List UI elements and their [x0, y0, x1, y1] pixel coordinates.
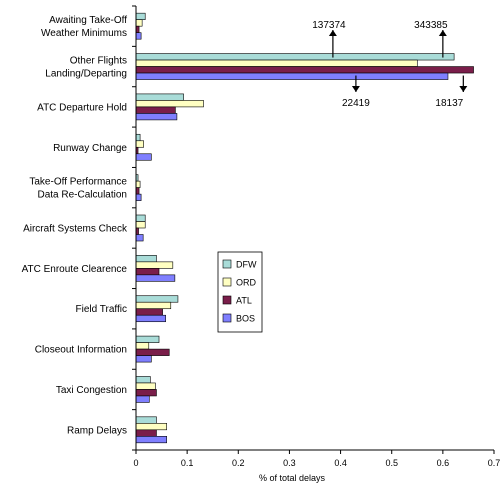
bar-bos-10 [135, 436, 167, 444]
legend-label-bos: BOS [236, 314, 255, 324]
bar-dfw-6 [135, 255, 157, 263]
category-label-5: Aircraft Systems Check [23, 224, 128, 235]
bar-atl-2 [135, 106, 176, 114]
category-label-line: Landing/Departing [45, 69, 127, 80]
category-label-line: Closeout Information [35, 345, 127, 356]
bar-dfw-7 [135, 295, 179, 303]
bar-dfw-9 [135, 376, 151, 384]
annotation-label-1: 343385 [414, 20, 448, 31]
annotations-group: 137374 343385 22419 18137 [312, 20, 468, 109]
bar-ord-6 [135, 261, 174, 269]
x-tick-label-0: 0 [133, 458, 138, 468]
bar-atl-10 [135, 429, 157, 437]
bar-ord-3 [135, 140, 144, 148]
bar-ord-7 [135, 301, 172, 310]
bar-ord-9 [135, 382, 156, 390]
category-label-7: Field Traffic [76, 304, 128, 315]
legend-swatch-dfw [222, 259, 232, 269]
bar-ord-0 [135, 19, 143, 27]
category-label-4: Take-Off Performance Data Re-Calculation [29, 177, 127, 201]
bar-bos-9 [135, 395, 150, 403]
bar-ord-8 [135, 342, 150, 350]
annotation-label-2: 22419 [342, 98, 370, 109]
category-label-2: ATC Departure Hold [37, 102, 127, 113]
bars-group [135, 12, 474, 444]
bar-dfw-5 [135, 214, 146, 222]
category-label-line: Runway Change [53, 143, 127, 154]
x-tick-label-7: 0.7 [488, 458, 501, 468]
category-label-line: Other Flights [70, 56, 127, 67]
legend: DFW ORD ATL BOS [217, 251, 263, 333]
bar-ord-4 [135, 180, 141, 188]
legend-swatch-bos [222, 313, 232, 323]
bar-bos-0 [135, 32, 142, 40]
x-axis-title: % of total delays [259, 473, 326, 483]
bar-dfw-3 [135, 133, 141, 142]
axes-group [132, 5, 495, 454]
bar-ord-10 [135, 423, 167, 431]
bar-bos-3 [135, 153, 152, 161]
bar-bos-6 [135, 274, 176, 282]
x-tick-labels: 0 0.1 0.2 0.3 0.4 0.5 0.6 0.7 [133, 458, 500, 468]
annotation-label-0: 137374 [312, 20, 346, 31]
bar-bos-4 [135, 193, 142, 201]
category-label-line: Ramp Delays [67, 425, 127, 436]
bar-bos-7 [135, 314, 166, 323]
x-tick-label-5: 0.5 [385, 458, 398, 468]
plot-frame [136, 6, 494, 450]
legend-swatch-atl [222, 295, 232, 305]
legend-label-dfw: DFW [236, 260, 257, 270]
category-label-line: Weather Minimums [41, 28, 127, 39]
category-label-line: ATC Enroute Clearence [22, 264, 128, 275]
annotation-arrow-head [351, 86, 360, 92]
bar-atl-8 [135, 348, 170, 356]
category-label-line: Take-Off Performance [29, 177, 127, 188]
bar-bos-8 [135, 355, 152, 363]
category-label-line: Taxi Congestion [56, 385, 127, 396]
bar-atl-7 [135, 308, 163, 316]
category-label-line: Field Traffic [76, 304, 128, 315]
category-label-10: Ramp Delays [67, 425, 127, 436]
x-tick-label-6: 0.6 [437, 458, 450, 468]
x-tick-label-3: 0.3 [283, 458, 296, 468]
bar-dfw-1 [135, 53, 455, 61]
category-label-8: Closeout Information [35, 345, 127, 356]
category-label-0: Awaiting Take-Off Weather Minimums [41, 15, 127, 39]
category-labels: Awaiting Take-Off Weather Minimums Other F… [22, 15, 128, 436]
bar-ord-1 [135, 59, 418, 67]
bar-ord-2 [135, 100, 204, 108]
bar-atl-1 [135, 66, 474, 74]
x-tick-label-1: 0.1 [181, 458, 194, 468]
legend-label-ord: ORD [236, 278, 257, 288]
annotation-arrow-head [459, 86, 468, 92]
bar-dfw-0 [135, 12, 146, 20]
bar-bos-2 [135, 113, 178, 121]
annotation-label-3: 18137 [435, 98, 463, 109]
category-label-9: Taxi Congestion [56, 385, 127, 396]
category-label-line: Aircraft Systems Check [23, 224, 128, 235]
legend-swatch-ord [222, 277, 232, 287]
category-label-line: ATC Departure Hold [37, 102, 127, 113]
bar-dfw-10 [135, 416, 157, 424]
category-label-line: Awaiting Take-Off [49, 15, 127, 26]
plot-area [136, 6, 494, 450]
category-label-line: Data Re-Calculation [38, 190, 128, 201]
bar-ord-5 [135, 221, 146, 229]
bar-atl-6 [135, 268, 160, 276]
category-label-1: Other Flights Landing/Departing [45, 56, 127, 80]
category-label-3: Runway Change [53, 143, 127, 154]
bar-bos-1 [135, 72, 449, 80]
annotation-arrow-head [438, 30, 447, 36]
legend-label-atl: ATL [236, 296, 252, 306]
x-tick-label-4: 0.4 [334, 458, 347, 468]
bar-atl-9 [135, 389, 157, 397]
bar-bos-5 [135, 234, 144, 242]
annotation-arrow-head [328, 30, 337, 36]
x-tick-label-2: 0.2 [232, 458, 245, 468]
bar-dfw-2 [135, 93, 184, 101]
bar-dfw-8 [135, 335, 160, 343]
category-label-6: ATC Enroute Clearence [22, 264, 128, 275]
